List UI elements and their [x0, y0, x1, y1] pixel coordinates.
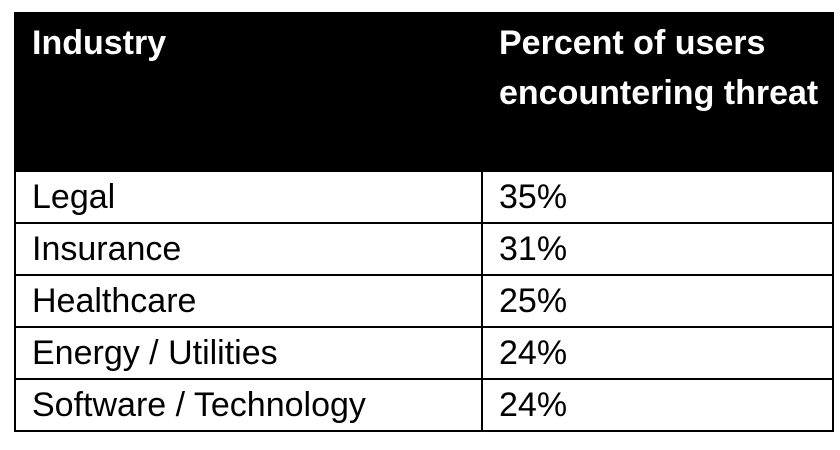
industry-cell: Legal [14, 170, 483, 224]
table-row: Insurance 31% [14, 222, 834, 276]
percent-cell: 35% [481, 170, 834, 224]
percent-cell: 24% [481, 378, 834, 432]
industry-cell: Energy / Utilities [14, 326, 483, 380]
table-header: Industry Percent of users encountering t… [14, 12, 834, 172]
table-row: Software / Technology 24% [14, 378, 834, 432]
percent-cell: 25% [481, 274, 834, 328]
industry-threat-table: Industry Percent of users encountering t… [14, 12, 834, 432]
percent-cell: 31% [481, 222, 834, 276]
header-row: Industry Percent of users encountering t… [14, 12, 834, 172]
table-row: Legal 35% [14, 170, 834, 224]
table-row: Energy / Utilities 24% [14, 326, 834, 380]
industry-cell: Insurance [14, 222, 483, 276]
column-header-percent-users: Percent of users encountering threat [481, 12, 834, 172]
percent-cell: 24% [481, 326, 834, 380]
industry-cell: Healthcare [14, 274, 483, 328]
table-body: Legal 35% Insurance 31% Healthcare 25% E… [14, 170, 834, 432]
industry-cell: Software / Technology [14, 378, 483, 432]
table-row: Healthcare 25% [14, 274, 834, 328]
column-header-industry: Industry [14, 12, 483, 172]
